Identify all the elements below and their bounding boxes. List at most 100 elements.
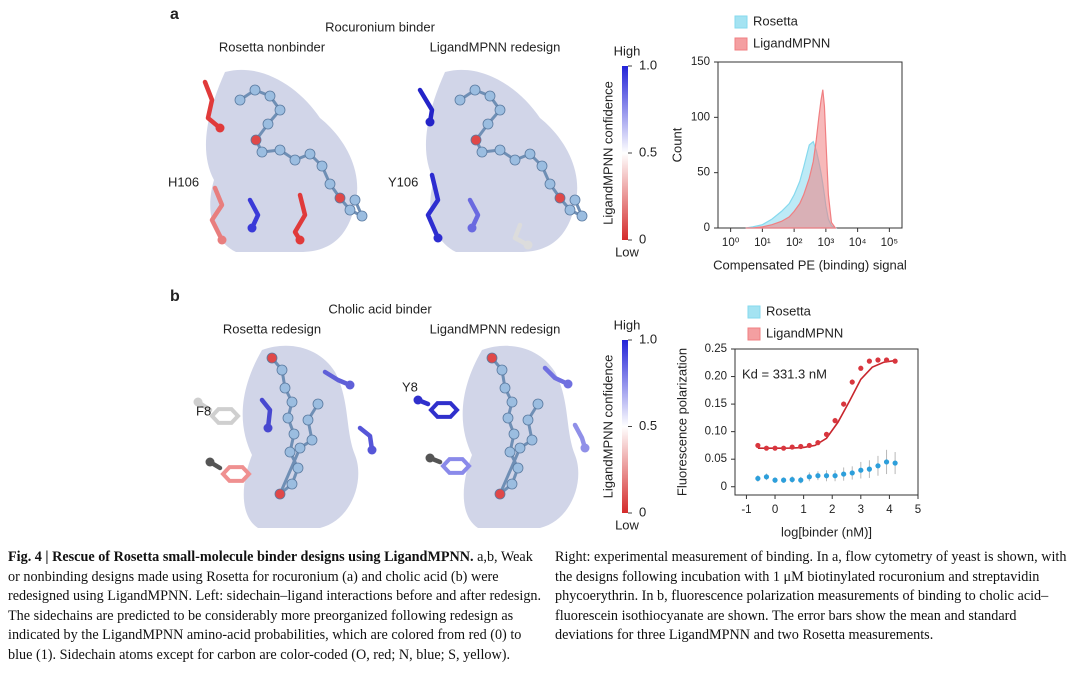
atom <box>304 148 316 160</box>
data-point <box>755 475 761 482</box>
atom <box>234 94 246 106</box>
data-point <box>883 357 890 363</box>
atom <box>576 210 588 222</box>
legend-swatch <box>747 305 761 319</box>
figure: a Rocuronium binder Rosetta nonbinder Ligan… <box>168 6 921 539</box>
sidechain <box>202 79 223 131</box>
atom <box>524 148 536 160</box>
atom <box>289 154 301 166</box>
atom <box>356 210 368 222</box>
residue-label: Y106 <box>388 174 418 189</box>
x-tick-label: 3 <box>858 504 864 516</box>
data-point <box>875 463 881 469</box>
atom <box>526 434 538 446</box>
colorbar-tick-label: 0 <box>639 231 646 246</box>
sidechain <box>512 222 531 248</box>
residue-label: F8 <box>196 403 211 418</box>
atom <box>494 488 506 500</box>
atom <box>324 178 336 190</box>
data-point <box>849 379 855 385</box>
atom <box>476 146 488 158</box>
data-point <box>815 473 821 479</box>
surface <box>205 69 358 253</box>
data-point <box>763 445 770 451</box>
data-point <box>841 401 847 407</box>
atom <box>274 488 286 500</box>
atom <box>334 192 346 204</box>
colorbar-low: Low <box>615 517 639 532</box>
panel-title: Rocuronium binder <box>325 19 436 34</box>
atom <box>494 104 506 116</box>
atom <box>482 118 494 130</box>
legend-label: LigandMPNN <box>753 35 830 50</box>
atom <box>508 428 520 440</box>
colorbar <box>622 66 628 240</box>
panel-title: Cholic acid binder <box>328 301 432 316</box>
x-tick-label: 5 <box>915 504 921 516</box>
sidechain <box>542 365 571 387</box>
atom <box>292 462 304 474</box>
atom <box>494 144 506 156</box>
residue-label: Y8 <box>402 379 418 394</box>
atom <box>564 204 576 216</box>
sidechain <box>209 185 225 243</box>
y-tick-label: 0 <box>704 222 710 234</box>
legend-swatch <box>747 327 761 341</box>
atom <box>509 154 521 166</box>
area <box>745 89 837 229</box>
y-axis-label: Fluorescence polarization <box>674 348 689 496</box>
atom <box>506 396 518 408</box>
colorbar-low: Low <box>615 244 639 259</box>
atom <box>523 240 533 250</box>
x-tick-label: 10¹ <box>754 237 771 249</box>
x-tick-label: 10⁵ <box>881 237 899 249</box>
x-tick-label: 10³ <box>818 237 835 249</box>
surface <box>425 69 578 253</box>
atom <box>247 223 257 233</box>
x-tick-label: 4 <box>886 504 893 516</box>
legend-swatch <box>734 15 748 29</box>
ring <box>220 465 252 483</box>
data-point <box>849 470 855 476</box>
x-tick-label: 2 <box>829 504 835 516</box>
atom <box>504 446 516 458</box>
ring <box>209 407 241 425</box>
data-point <box>781 477 787 483</box>
x-axis-label: Compensated PE (binding) signal <box>713 257 907 272</box>
atom <box>193 397 203 407</box>
plot-frame <box>734 348 919 496</box>
x-tick-label: 0 <box>772 504 778 516</box>
atom <box>286 396 298 408</box>
atom <box>544 178 556 190</box>
data-point <box>858 365 864 371</box>
surface <box>462 345 579 528</box>
atom <box>486 352 498 364</box>
sidechain <box>357 425 375 453</box>
x-tick-label: 10⁰ <box>722 237 740 249</box>
data-point <box>763 474 770 480</box>
colorbar-tick-label: 0.5 <box>639 418 657 433</box>
atom <box>413 395 423 405</box>
atom <box>266 352 278 364</box>
sidechain <box>467 197 481 231</box>
atom <box>286 478 298 490</box>
atom <box>249 84 261 96</box>
data-point <box>772 477 778 483</box>
colorbar-tick-label: 1.0 <box>639 331 657 346</box>
atom <box>306 434 318 446</box>
colorbar-title: LigandMPNN confidence <box>600 81 615 225</box>
fit-curve <box>757 359 896 449</box>
atom <box>496 364 508 376</box>
atom <box>569 194 581 206</box>
colorbar-high: High <box>614 317 641 332</box>
ring <box>428 401 460 419</box>
atom <box>215 123 225 133</box>
data-point <box>866 358 872 364</box>
sidechain <box>292 192 308 243</box>
colorbar-tick-label: 1.0 <box>639 57 657 72</box>
legend-label: Rosetta <box>766 303 812 318</box>
atom <box>263 423 273 433</box>
atom <box>284 446 296 458</box>
ring <box>440 457 472 475</box>
